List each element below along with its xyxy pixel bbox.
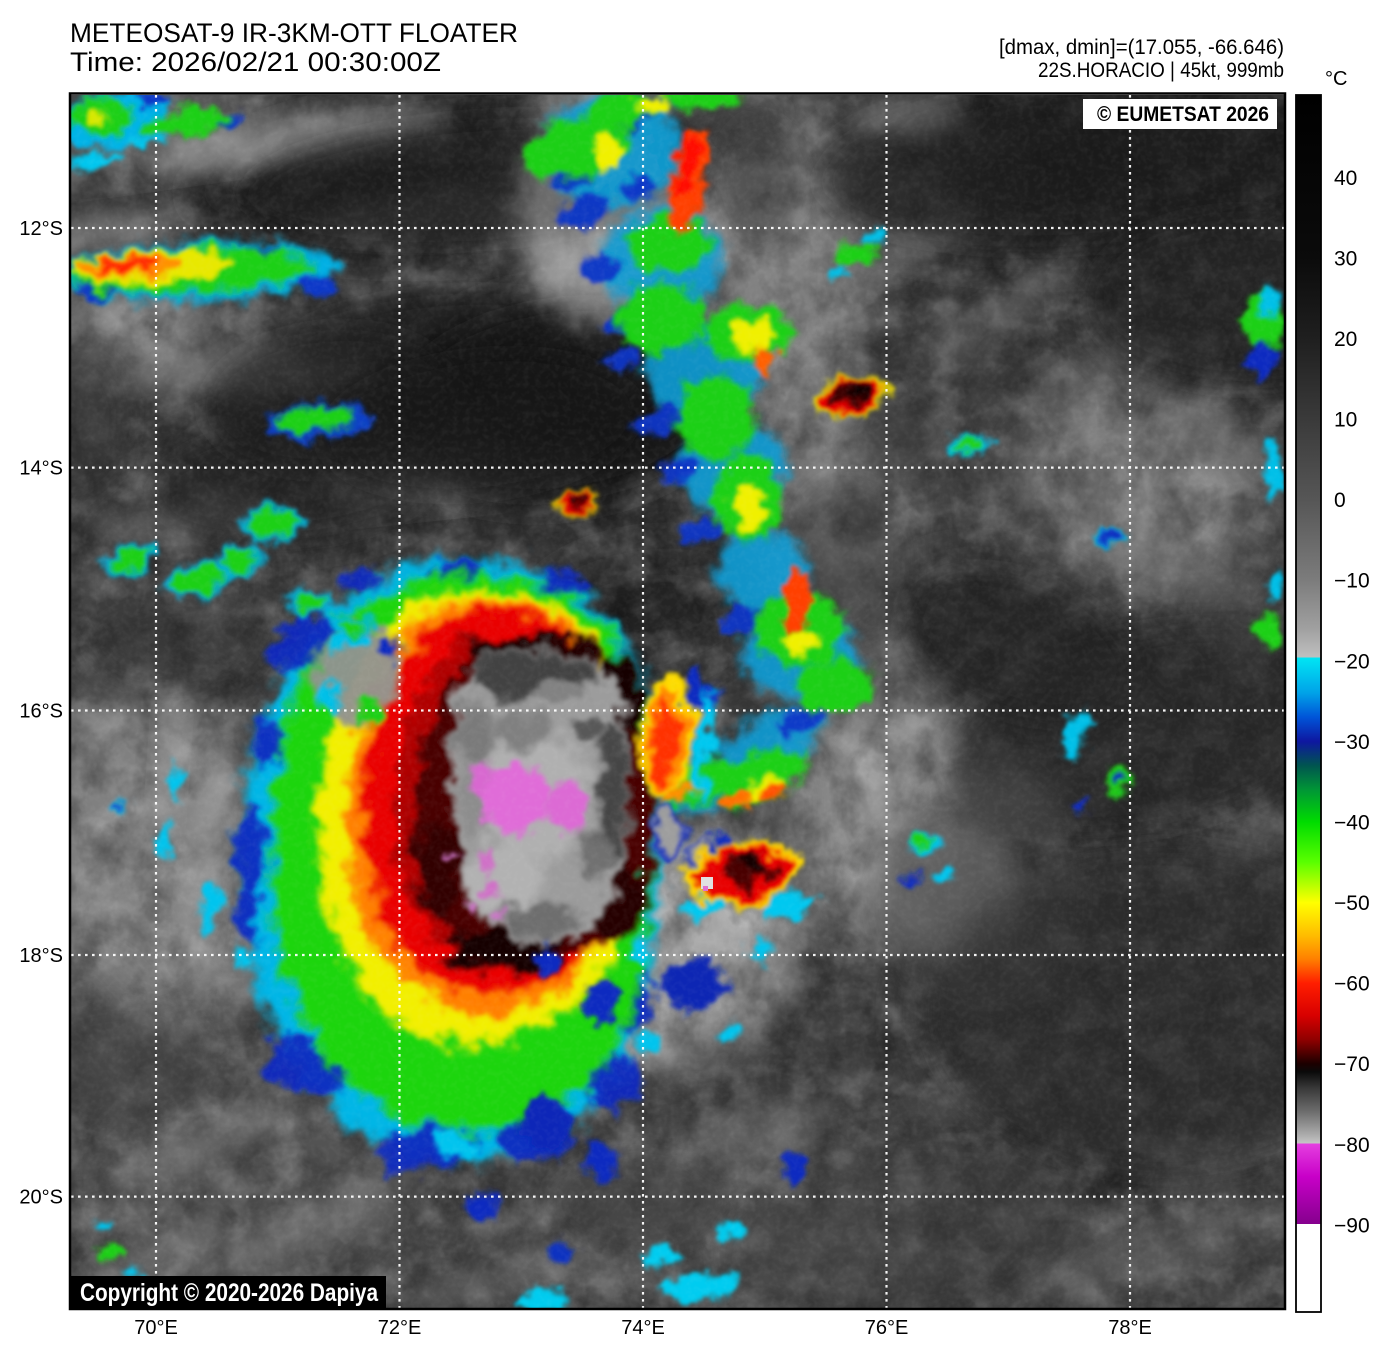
svg-text:0: 0 [1334, 489, 1346, 512]
svg-text:78°E: 78°E [1108, 1317, 1152, 1339]
svg-text:40: 40 [1334, 167, 1357, 190]
svg-text:−90: −90 [1334, 1214, 1370, 1237]
svg-text:70°E: 70°E [134, 1317, 178, 1339]
svg-text:°C: °C [1325, 68, 1347, 90]
svg-text:© EUMETSAT 2026: © EUMETSAT 2026 [1097, 103, 1269, 126]
svg-text:−60: −60 [1334, 973, 1370, 996]
svg-text:12°S: 12°S [19, 218, 63, 240]
svg-text:Copyright © 2020-2026 Dapiya: Copyright © 2020-2026 Dapiya [80, 1279, 379, 1307]
svg-text:−20: −20 [1334, 650, 1370, 673]
svg-text:−50: −50 [1334, 892, 1370, 915]
svg-text:−30: −30 [1334, 731, 1370, 754]
svg-text:74°E: 74°E [621, 1317, 665, 1339]
svg-text:18°S: 18°S [19, 945, 63, 967]
svg-text:−10: −10 [1334, 570, 1370, 593]
svg-text:10: 10 [1334, 409, 1357, 432]
svg-text:76°E: 76°E [865, 1317, 909, 1339]
svg-text:72°E: 72°E [378, 1317, 422, 1339]
svg-text:16°S: 16°S [19, 701, 63, 723]
svg-text:METEOSAT-9 IR-3KM-OTT FLOATER: METEOSAT-9 IR-3KM-OTT FLOATER [70, 18, 518, 48]
svg-text:[dmax, dmin]=(17.055, -66.646): [dmax, dmin]=(17.055, -66.646) [999, 36, 1284, 59]
svg-text:−80: −80 [1334, 1134, 1370, 1157]
svg-text:20: 20 [1334, 328, 1357, 351]
svg-text:20°S: 20°S [19, 1187, 63, 1209]
svg-text:30: 30 [1334, 247, 1357, 270]
svg-text:14°S: 14°S [19, 458, 63, 480]
svg-text:22S.HORACIO | 45kt, 999mb: 22S.HORACIO | 45kt, 999mb [1038, 59, 1284, 82]
svg-text:−40: −40 [1334, 812, 1370, 835]
svg-text:−70: −70 [1334, 1053, 1370, 1076]
svg-text:Time: 2026/02/21 00:30:00Z: Time: 2026/02/21 00:30:00Z [70, 47, 441, 77]
